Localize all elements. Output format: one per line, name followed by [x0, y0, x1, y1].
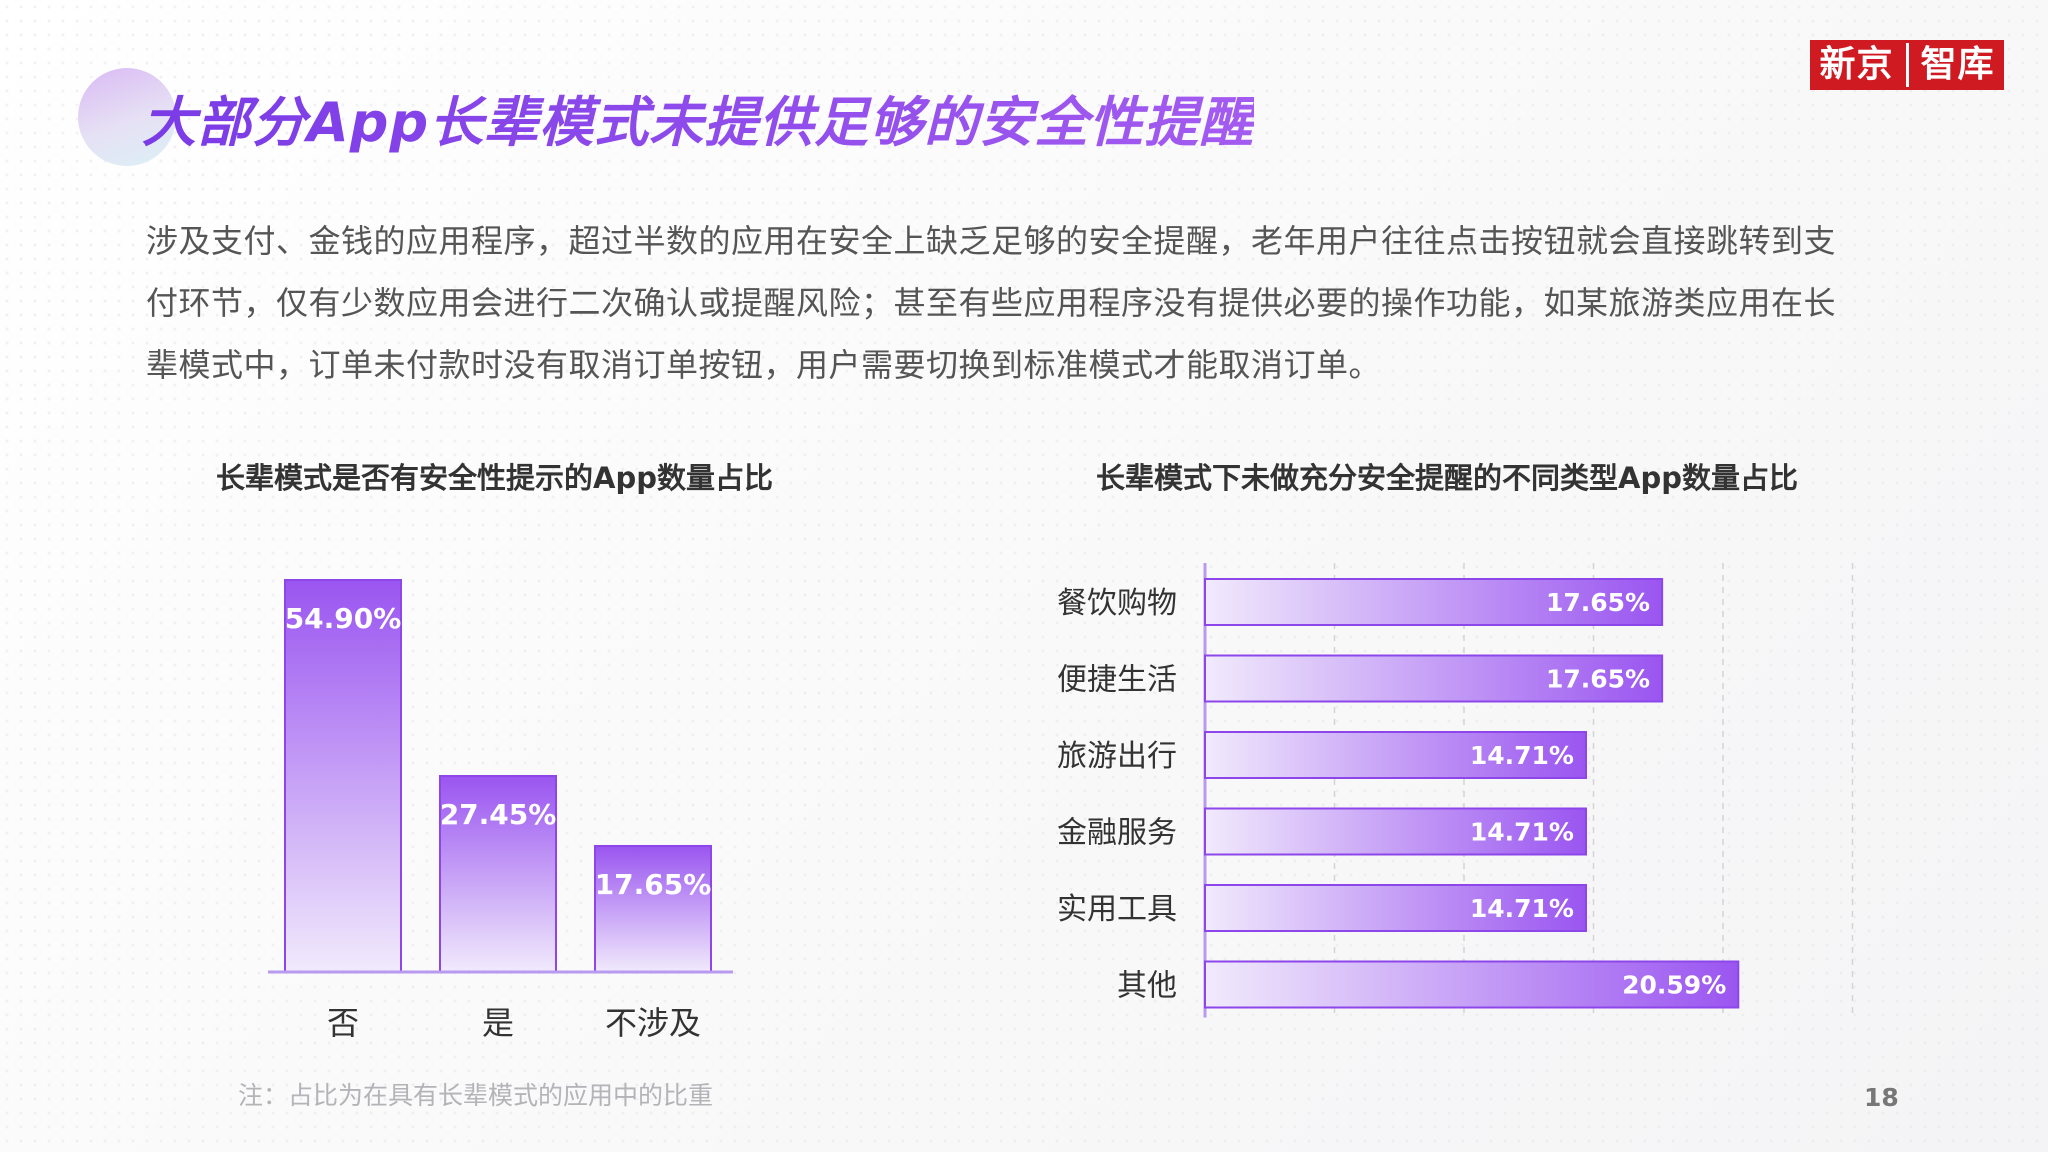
chart-2-data-label-2: 14.71%	[1470, 741, 1574, 770]
chart-2-bar-3	[1204, 807, 1587, 856]
chart-2-category-label-5: 其他	[1117, 969, 1177, 1004]
footnote: 注：占比为在具有长辈模式的应用中的比重	[238, 1081, 714, 1110]
chart-1-bar-0	[284, 579, 402, 973]
chart-2-category-label-1: 便捷生活	[1057, 663, 1177, 698]
chart-2-bar-2	[1204, 731, 1587, 779]
title-decoration-circle	[78, 68, 176, 166]
chart-2-category-label-4: 实用工具	[1057, 892, 1177, 927]
chart-2-category-label-2: 旅游出行	[1057, 739, 1177, 774]
logo-text-left: 新京	[1819, 44, 1894, 85]
chart-1-category-label-0: 否	[327, 1004, 359, 1042]
chart-2-bar-5	[1204, 960, 1740, 1009]
chart-1-category-label-2: 不涉及	[605, 1004, 701, 1042]
chart-2-data-label-4: 14.71%	[1470, 894, 1574, 923]
chart-1-data-label-0: 54.90%	[285, 602, 402, 635]
chart-2-bar-4	[1204, 884, 1587, 932]
page-number: 18	[1864, 1083, 1899, 1112]
chart-2-data-label-3: 14.71%	[1470, 818, 1574, 847]
logo-text-right: 智库	[1920, 44, 1995, 85]
description-paragraph: 涉及支付、金钱的应用程序，超过半数的应用在安全上缺乏足够的安全提醒，老年用户往往…	[146, 222, 1837, 384]
chart-1-title: 长辈模式是否有安全性提示的App数量占比	[216, 461, 773, 495]
brand-logo: 新京 智库	[1810, 40, 2004, 90]
chart-2-bar-0	[1204, 578, 1664, 626]
chart-2-bar-1	[1204, 654, 1664, 703]
chart-1-vertical-bars: 54.90% 否 27.45% 是 17.65% 不涉及	[268, 579, 733, 1042]
chart-1-category-label-1: 是	[482, 1004, 514, 1042]
chart-1-data-label-2: 17.65%	[595, 868, 712, 901]
chart-2-data-label-5: 20.59%	[1622, 971, 1726, 1000]
chart-2-category-label-3: 金融服务	[1057, 816, 1177, 851]
chart-2-title: 长辈模式下未做充分安全提醒的不同类型App数量占比	[1096, 461, 1798, 495]
logo-divider	[1905, 43, 1909, 87]
chart-1-bar-2	[594, 844, 712, 973]
chart-1-data-label-1: 27.45%	[440, 798, 557, 831]
chart-2-data-label-1: 17.65%	[1546, 665, 1650, 694]
page-title: 大部分App长辈模式未提供足够的安全性提醒	[142, 78, 1254, 157]
chart-2-category-label-0: 餐饮购物	[1057, 586, 1177, 621]
chart-2-horizontal-bars: 17.65% 餐饮购物 17.65% 便捷生活 14.71% 旅游出行 14.71% 金融服务…	[1057, 563, 1854, 1018]
chart-2-data-label-0: 17.65%	[1546, 588, 1650, 617]
